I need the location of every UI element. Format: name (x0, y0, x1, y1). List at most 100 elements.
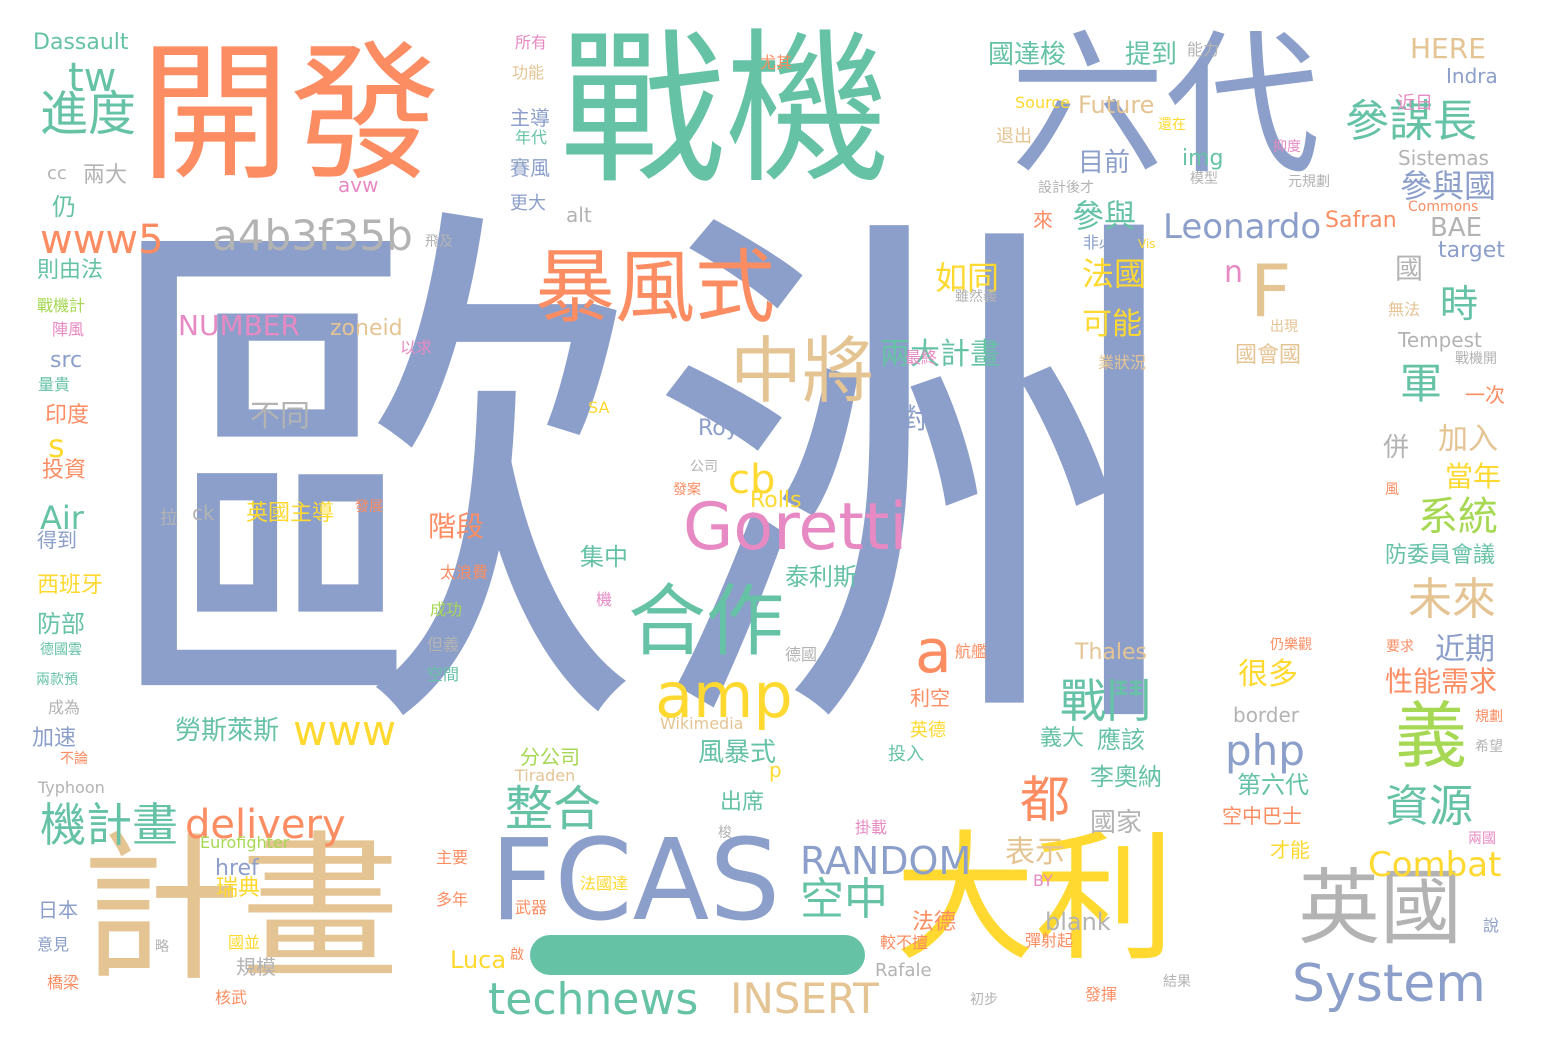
cloud-word: 利空 (910, 686, 950, 710)
cloud-word: p (769, 758, 782, 782)
cloud-word: s (48, 427, 65, 465)
cloud-word: 加入 (1438, 422, 1498, 457)
cloud-word: img (1182, 146, 1224, 171)
cloud-word: avw (338, 173, 379, 197)
cloud-word: 則由法 (37, 258, 104, 283)
horizontal-bar-mark (530, 935, 865, 975)
cloud-word: 大利 (895, 818, 1176, 981)
cloud-word: 法國達 (580, 874, 629, 893)
cloud-word: 空中巴士 (1222, 804, 1302, 828)
cloud-word: 啟 (510, 947, 524, 963)
cloud-word: 發案 (673, 482, 701, 498)
cloud-word: 對 (900, 402, 929, 435)
cloud-word: 國並 (228, 933, 261, 952)
cloud-word: HERE (1410, 32, 1486, 65)
cloud-word: 還在 (1158, 117, 1186, 133)
cloud-word: 出現 (1270, 319, 1298, 335)
cloud-word: 但義 (427, 635, 460, 654)
cloud-word: alt (566, 203, 592, 227)
cloud-word: Indra (1446, 64, 1498, 88)
cloud-word: Leonardo (1163, 207, 1322, 247)
cloud-word: 發揮 (1085, 985, 1118, 1004)
cloud-word: 仍 (52, 193, 76, 221)
cloud-word: tw (68, 55, 117, 101)
cloud-word: 要求 (1386, 639, 1414, 655)
cloud-word: zoneid (330, 316, 403, 341)
cloud-word: 英德 (910, 720, 946, 741)
cloud-word: 防部 (37, 610, 85, 638)
cloud-word: 規模 (236, 955, 276, 979)
cloud-word: Sistemas (1398, 146, 1489, 170)
cloud-word: BY (1033, 871, 1053, 890)
cloud-word: 梭 (718, 825, 732, 841)
cloud-word: 陣風 (52, 320, 85, 339)
cloud-word: 戰機計 (37, 296, 86, 315)
cloud-word: 國家 (1090, 808, 1143, 838)
cloud-word: 核武 (215, 988, 248, 1007)
cloud-word: 系統 (1418, 494, 1498, 540)
cloud-word: 抑度 (1273, 139, 1301, 155)
cloud-word: 兩國 (1468, 831, 1496, 847)
cloud-word: INSERT (730, 974, 879, 1023)
cloud-word: Goretti (683, 490, 908, 565)
cloud-word: 中將 (730, 329, 875, 413)
cloud-word: 無法 (1388, 300, 1421, 319)
cloud-word: blank (1045, 908, 1111, 936)
cloud-word: 近日 (1397, 93, 1433, 114)
cloud-word: 六代 (1010, 15, 1320, 196)
cloud-word: 法德 (912, 910, 957, 935)
cloud-word: 投入 (888, 744, 924, 765)
cloud-word: technews (488, 974, 699, 1025)
cloud-word: 機計畫 (40, 798, 178, 852)
cloud-word: 雖然義 (955, 289, 997, 305)
cloud-word: 德國雲 (40, 642, 82, 658)
cloud-word: 分公司 (520, 745, 580, 769)
cloud-word: 階段 (428, 510, 485, 543)
cloud-word: 飛及 (425, 234, 453, 250)
cloud-word: 歐洲 (100, 165, 1190, 800)
cloud-word: 來 (1033, 208, 1053, 232)
cloud-word: 賽風 (510, 156, 550, 180)
cloud-word: Source (1015, 93, 1070, 112)
cloud-word: Luca (450, 946, 507, 974)
cloud-word: Rolls (750, 488, 802, 513)
cloud-word: 初步 (970, 992, 998, 1008)
cloud-word: 時 (1440, 282, 1479, 326)
cloud-word: a4b3f35b (212, 211, 413, 260)
cloud-word: Safran (1325, 208, 1397, 233)
cloud-word: Air (40, 499, 84, 537)
cloud-word: cc (47, 163, 67, 184)
cloud-word: 併 (1383, 433, 1410, 463)
cloud-word: 兩款預 (36, 672, 78, 688)
cloud-word: 航艦 (955, 642, 988, 661)
cloud-word: 英國主導 (246, 501, 335, 526)
cloud-word: 國 (1395, 252, 1424, 285)
cloud-word: Wikimedia (660, 714, 744, 733)
cloud-word: 業狀況 (1098, 353, 1147, 372)
cloud-word: BAE (1430, 213, 1483, 243)
cloud-word: ck (192, 501, 215, 525)
cloud-word: Royce (698, 416, 765, 441)
cloud-word: Dassault (33, 30, 129, 55)
cloud-word: 提到 (1125, 40, 1178, 70)
cloud-word: Eurofighter (200, 833, 290, 852)
cloud-word: 機 (596, 590, 613, 609)
cloud-word: 模型 (1190, 171, 1218, 187)
cloud-word: 未來 (1408, 574, 1496, 625)
cloud-word: 加速 (32, 726, 77, 751)
cloud-word: 瑞典 (216, 876, 261, 901)
cloud-word: 計畫 (80, 816, 401, 1003)
cloud-word: src (50, 348, 83, 373)
cloud-word: cb (728, 457, 776, 503)
cloud-word: n (1224, 255, 1244, 290)
cloud-word: 整合 (505, 781, 602, 837)
cloud-word: 投資 (42, 458, 87, 483)
cloud-word: target (1438, 238, 1505, 263)
cloud-word: 當年 (1445, 460, 1502, 493)
cloud-word: amp (655, 659, 793, 732)
cloud-word: 德國 (785, 645, 818, 664)
cloud-word: 勞斯萊斯 (175, 716, 280, 746)
cloud-word: 參謀長 (1345, 96, 1477, 147)
cloud-word: 日本 (38, 898, 78, 922)
